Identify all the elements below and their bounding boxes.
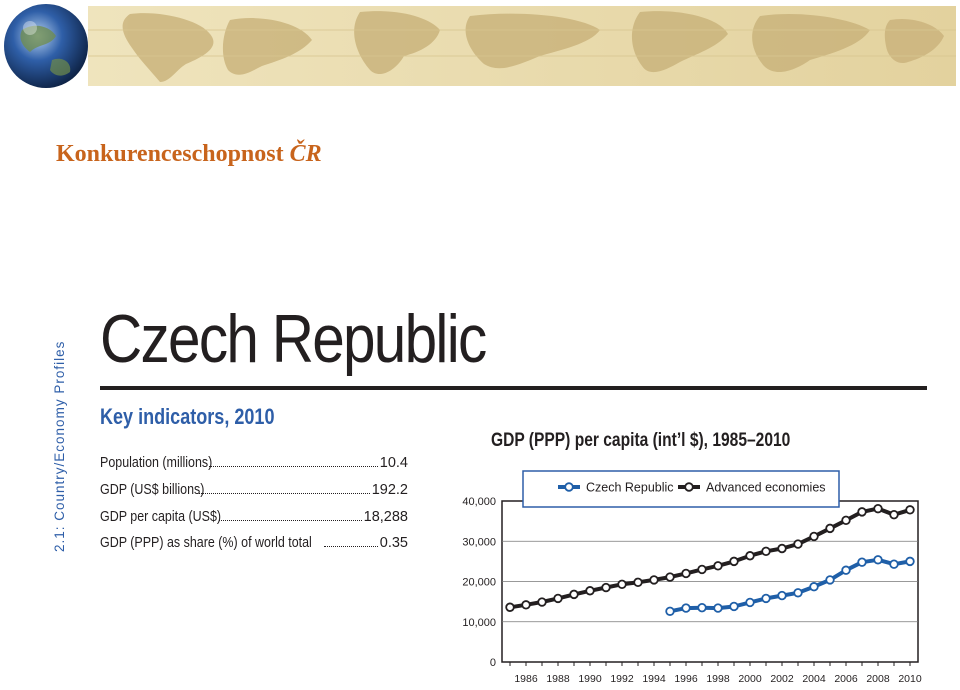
data-point — [729, 601, 739, 612]
continent-shapes — [122, 11, 944, 82]
data-point — [681, 568, 691, 579]
data-point — [617, 579, 627, 590]
data-point — [713, 603, 723, 613]
data-point — [681, 603, 691, 613]
legend-swatch-marker — [564, 482, 574, 492]
data-point — [809, 531, 819, 542]
chart-legend: Czech Republic Advanced economies — [522, 470, 840, 508]
indicator-row: Population (millions) 10.4 — [100, 455, 408, 473]
data-point — [905, 556, 915, 567]
indicator-label: GDP per capita (US$) — [100, 509, 222, 525]
data-point — [729, 556, 739, 567]
data-point — [793, 539, 803, 549]
data-point — [905, 505, 915, 515]
data-point — [825, 523, 835, 534]
data-point — [569, 589, 579, 600]
indicator-row: GDP (PPP) as share (%) of world total 0.… — [100, 535, 408, 553]
y-tick-label: 40,000 — [462, 496, 496, 508]
indicator-row: GDP per capita (US$) 18,288 — [100, 509, 408, 527]
data-point — [857, 557, 867, 567]
globe-icon — [4, 4, 88, 88]
slide-title: Konkurenceschopnost ČR — [56, 141, 322, 168]
x-tick-label: 1986 — [514, 673, 538, 685]
data-point — [649, 575, 659, 585]
data-point — [777, 543, 787, 554]
indicator-row: GDP (US$ billions) 192.2 — [100, 482, 408, 500]
x-tick-label: 2002 — [770, 673, 794, 685]
slide-title-text: Konkurenceschopnost — [56, 141, 290, 167]
y-tick-label: 30,000 — [462, 536, 496, 548]
x-tick-label: 1996 — [674, 673, 698, 685]
section-side-label: 2.1: Country/Economy Profiles — [52, 340, 67, 552]
data-point — [601, 582, 611, 593]
data-point — [553, 593, 563, 604]
data-point — [873, 503, 883, 514]
data-point — [633, 577, 643, 588]
gdp-line-chart: 40,000 30,000 20,000 10,000 0 1986 1988 1990 199… — [462, 470, 922, 685]
data-point — [809, 582, 819, 592]
indicator-label: GDP (US$ billions) — [100, 482, 205, 498]
data-point — [505, 602, 515, 612]
indicator-value: 0.35 — [379, 535, 408, 551]
heading-rule — [100, 386, 927, 390]
legend-swatch-marker — [684, 482, 694, 492]
x-tick-label: 2010 — [898, 673, 922, 685]
data-point — [841, 565, 851, 575]
country-name-heading: Czech Republic — [100, 301, 487, 377]
x-tick-label: 2004 — [802, 673, 826, 685]
data-point — [537, 597, 547, 607]
data-point — [889, 559, 899, 569]
y-tick-label: 20,000 — [462, 577, 496, 589]
indicator-value: 10.4 — [379, 455, 408, 471]
data-point — [761, 593, 771, 604]
data-point — [745, 551, 755, 561]
x-tick-label: 1988 — [546, 673, 570, 685]
slide-title-italic: ČR — [289, 141, 322, 167]
x-tick-label: 2000 — [738, 673, 762, 685]
y-tick-label: 0 — [490, 657, 496, 669]
data-point — [713, 561, 723, 571]
x-tick-label: 2006 — [834, 673, 858, 685]
data-point — [793, 588, 803, 598]
data-point — [857, 507, 867, 517]
x-tick-label: 2008 — [866, 673, 890, 685]
dot-leader — [208, 466, 378, 467]
dot-leader — [218, 520, 362, 521]
x-tick-label: 1990 — [578, 673, 602, 685]
indicator-value: 192.2 — [371, 482, 408, 498]
data-point — [889, 509, 899, 520]
x-tick-label: 1994 — [642, 673, 666, 685]
data-point — [665, 572, 675, 582]
data-point — [777, 590, 787, 601]
data-point — [745, 597, 755, 608]
data-point — [665, 606, 675, 616]
data-point — [873, 555, 883, 565]
key-indicators-heading: Key indicators, 2010 — [100, 404, 275, 429]
data-point — [841, 515, 851, 526]
data-point — [697, 602, 707, 613]
legend-label: Advanced economies — [706, 481, 826, 495]
data-point — [825, 575, 835, 585]
data-point — [697, 564, 707, 575]
world-map-banner — [4, 4, 956, 88]
indicator-label: GDP (PPP) as share (%) of world total — [100, 535, 312, 551]
dot-leader — [324, 546, 378, 547]
data-point — [585, 586, 595, 596]
x-tick-label: 1998 — [706, 673, 730, 685]
legend-label: Czech Republic — [586, 481, 674, 495]
series-line-czech-republic — [669, 557, 911, 614]
dot-leader — [199, 493, 370, 494]
chart-title: GDP (PPP) per capita (int’l $), 1985–201… — [491, 430, 791, 451]
data-point — [521, 600, 531, 610]
indicator-value: 18,288 — [363, 509, 408, 525]
x-tick-label: 1992 — [610, 673, 634, 685]
indicator-label: Population (millions) — [100, 455, 213, 471]
data-point — [761, 546, 771, 557]
y-tick-label: 10,000 — [462, 617, 496, 629]
